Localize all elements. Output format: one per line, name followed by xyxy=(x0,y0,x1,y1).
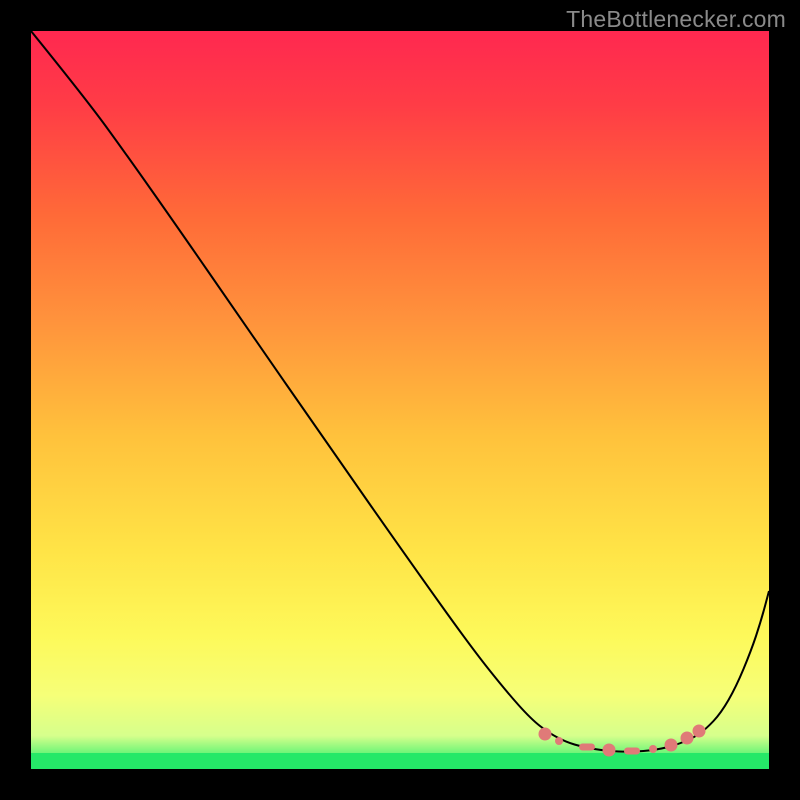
marker-dot xyxy=(555,737,563,745)
marker-dot xyxy=(649,745,657,753)
marker-dot xyxy=(693,725,706,738)
chart-plot-area xyxy=(31,31,769,769)
gradient-background xyxy=(31,31,769,769)
watermark-text: TheBottlenecker.com xyxy=(566,6,786,33)
green-corner-dot xyxy=(763,763,769,769)
chart-svg xyxy=(31,31,769,769)
marker-dot xyxy=(539,728,552,741)
marker-dash xyxy=(624,748,640,755)
marker-dot xyxy=(665,739,678,752)
marker-dot xyxy=(603,744,616,757)
marker-dot xyxy=(681,732,694,745)
marker-dash xyxy=(579,744,595,751)
green-band xyxy=(31,753,769,769)
